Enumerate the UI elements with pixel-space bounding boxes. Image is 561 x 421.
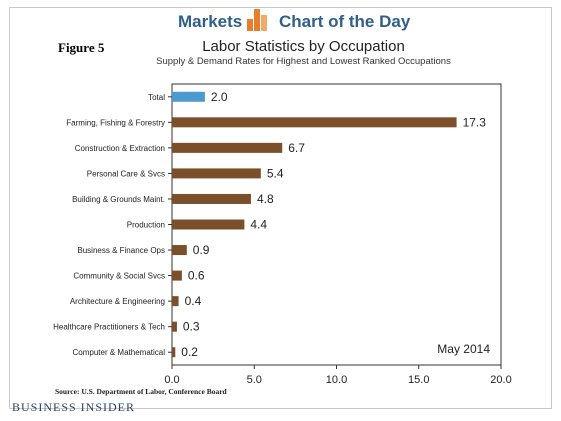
value-label: 6.7 bbox=[288, 141, 305, 155]
value-label: 0.2 bbox=[181, 345, 198, 359]
x-tick-label: 0.0 bbox=[164, 374, 179, 386]
category-label: Production bbox=[127, 221, 165, 230]
bar bbox=[172, 245, 187, 256]
footer-divider bbox=[9, 408, 551, 409]
bar bbox=[172, 91, 205, 102]
value-label: 0.6 bbox=[188, 269, 205, 283]
bar bbox=[172, 270, 182, 281]
value-label: 4.8 bbox=[257, 192, 274, 206]
chart-of-the-day-label: Chart of the Day bbox=[279, 12, 411, 31]
value-label: 4.4 bbox=[250, 218, 267, 232]
category-label: Total bbox=[148, 93, 165, 102]
category-label: Computer & Mathematical bbox=[73, 348, 166, 357]
x-tick-label: 20.0 bbox=[490, 374, 511, 386]
category-label: Personal Care & Svcs bbox=[87, 169, 165, 178]
bar bbox=[172, 321, 177, 332]
value-label: 2.0 bbox=[211, 90, 228, 104]
x-tick-label: 5.0 bbox=[247, 374, 262, 386]
source-note: Source: U.S. Department of Labor, Confer… bbox=[55, 387, 227, 396]
value-label: 5.4 bbox=[267, 166, 284, 180]
category-label: Construction & Extraction bbox=[75, 144, 165, 153]
x-tick-label: 15.0 bbox=[408, 374, 429, 386]
category-label: Farming, Fishing & Forestry bbox=[66, 118, 165, 127]
bar bbox=[172, 219, 245, 230]
category-label: Business & Finance Ops bbox=[77, 246, 165, 255]
x-tick-label: 10.0 bbox=[326, 374, 347, 386]
brand-logo: Business Insider bbox=[12, 400, 136, 414]
value-label: 0.4 bbox=[185, 294, 202, 308]
bar bbox=[172, 347, 176, 358]
bar bbox=[172, 117, 457, 128]
bar bbox=[172, 168, 261, 179]
category-label: Architecture & Engineering bbox=[70, 297, 165, 306]
chart-frame bbox=[9, 7, 552, 409]
markets-label: Markets bbox=[178, 12, 243, 31]
category-label: Building & Grounds Maint. bbox=[72, 195, 165, 204]
category-label: Community & Social Svcs bbox=[73, 272, 165, 281]
chart-subtitle: Supply & Demand Rates for Highest and Lo… bbox=[156, 56, 451, 67]
figure-label: Figure 5 bbox=[58, 40, 105, 55]
bar bbox=[172, 296, 179, 307]
value-label: 17.3 bbox=[463, 115, 487, 129]
chart-logo-icon bbox=[247, 9, 271, 31]
date-annotation: May 2014 bbox=[437, 342, 490, 356]
value-label: 0.3 bbox=[183, 320, 200, 334]
header: Markets Chart of the Day bbox=[0, 4, 561, 34]
chart-title: Labor Statistics by Occupation bbox=[202, 38, 405, 55]
bar bbox=[172, 142, 283, 153]
bar bbox=[172, 193, 251, 204]
value-label: 0.9 bbox=[193, 243, 210, 257]
category-label: Healthcare Practitioners & Tech bbox=[53, 323, 165, 332]
